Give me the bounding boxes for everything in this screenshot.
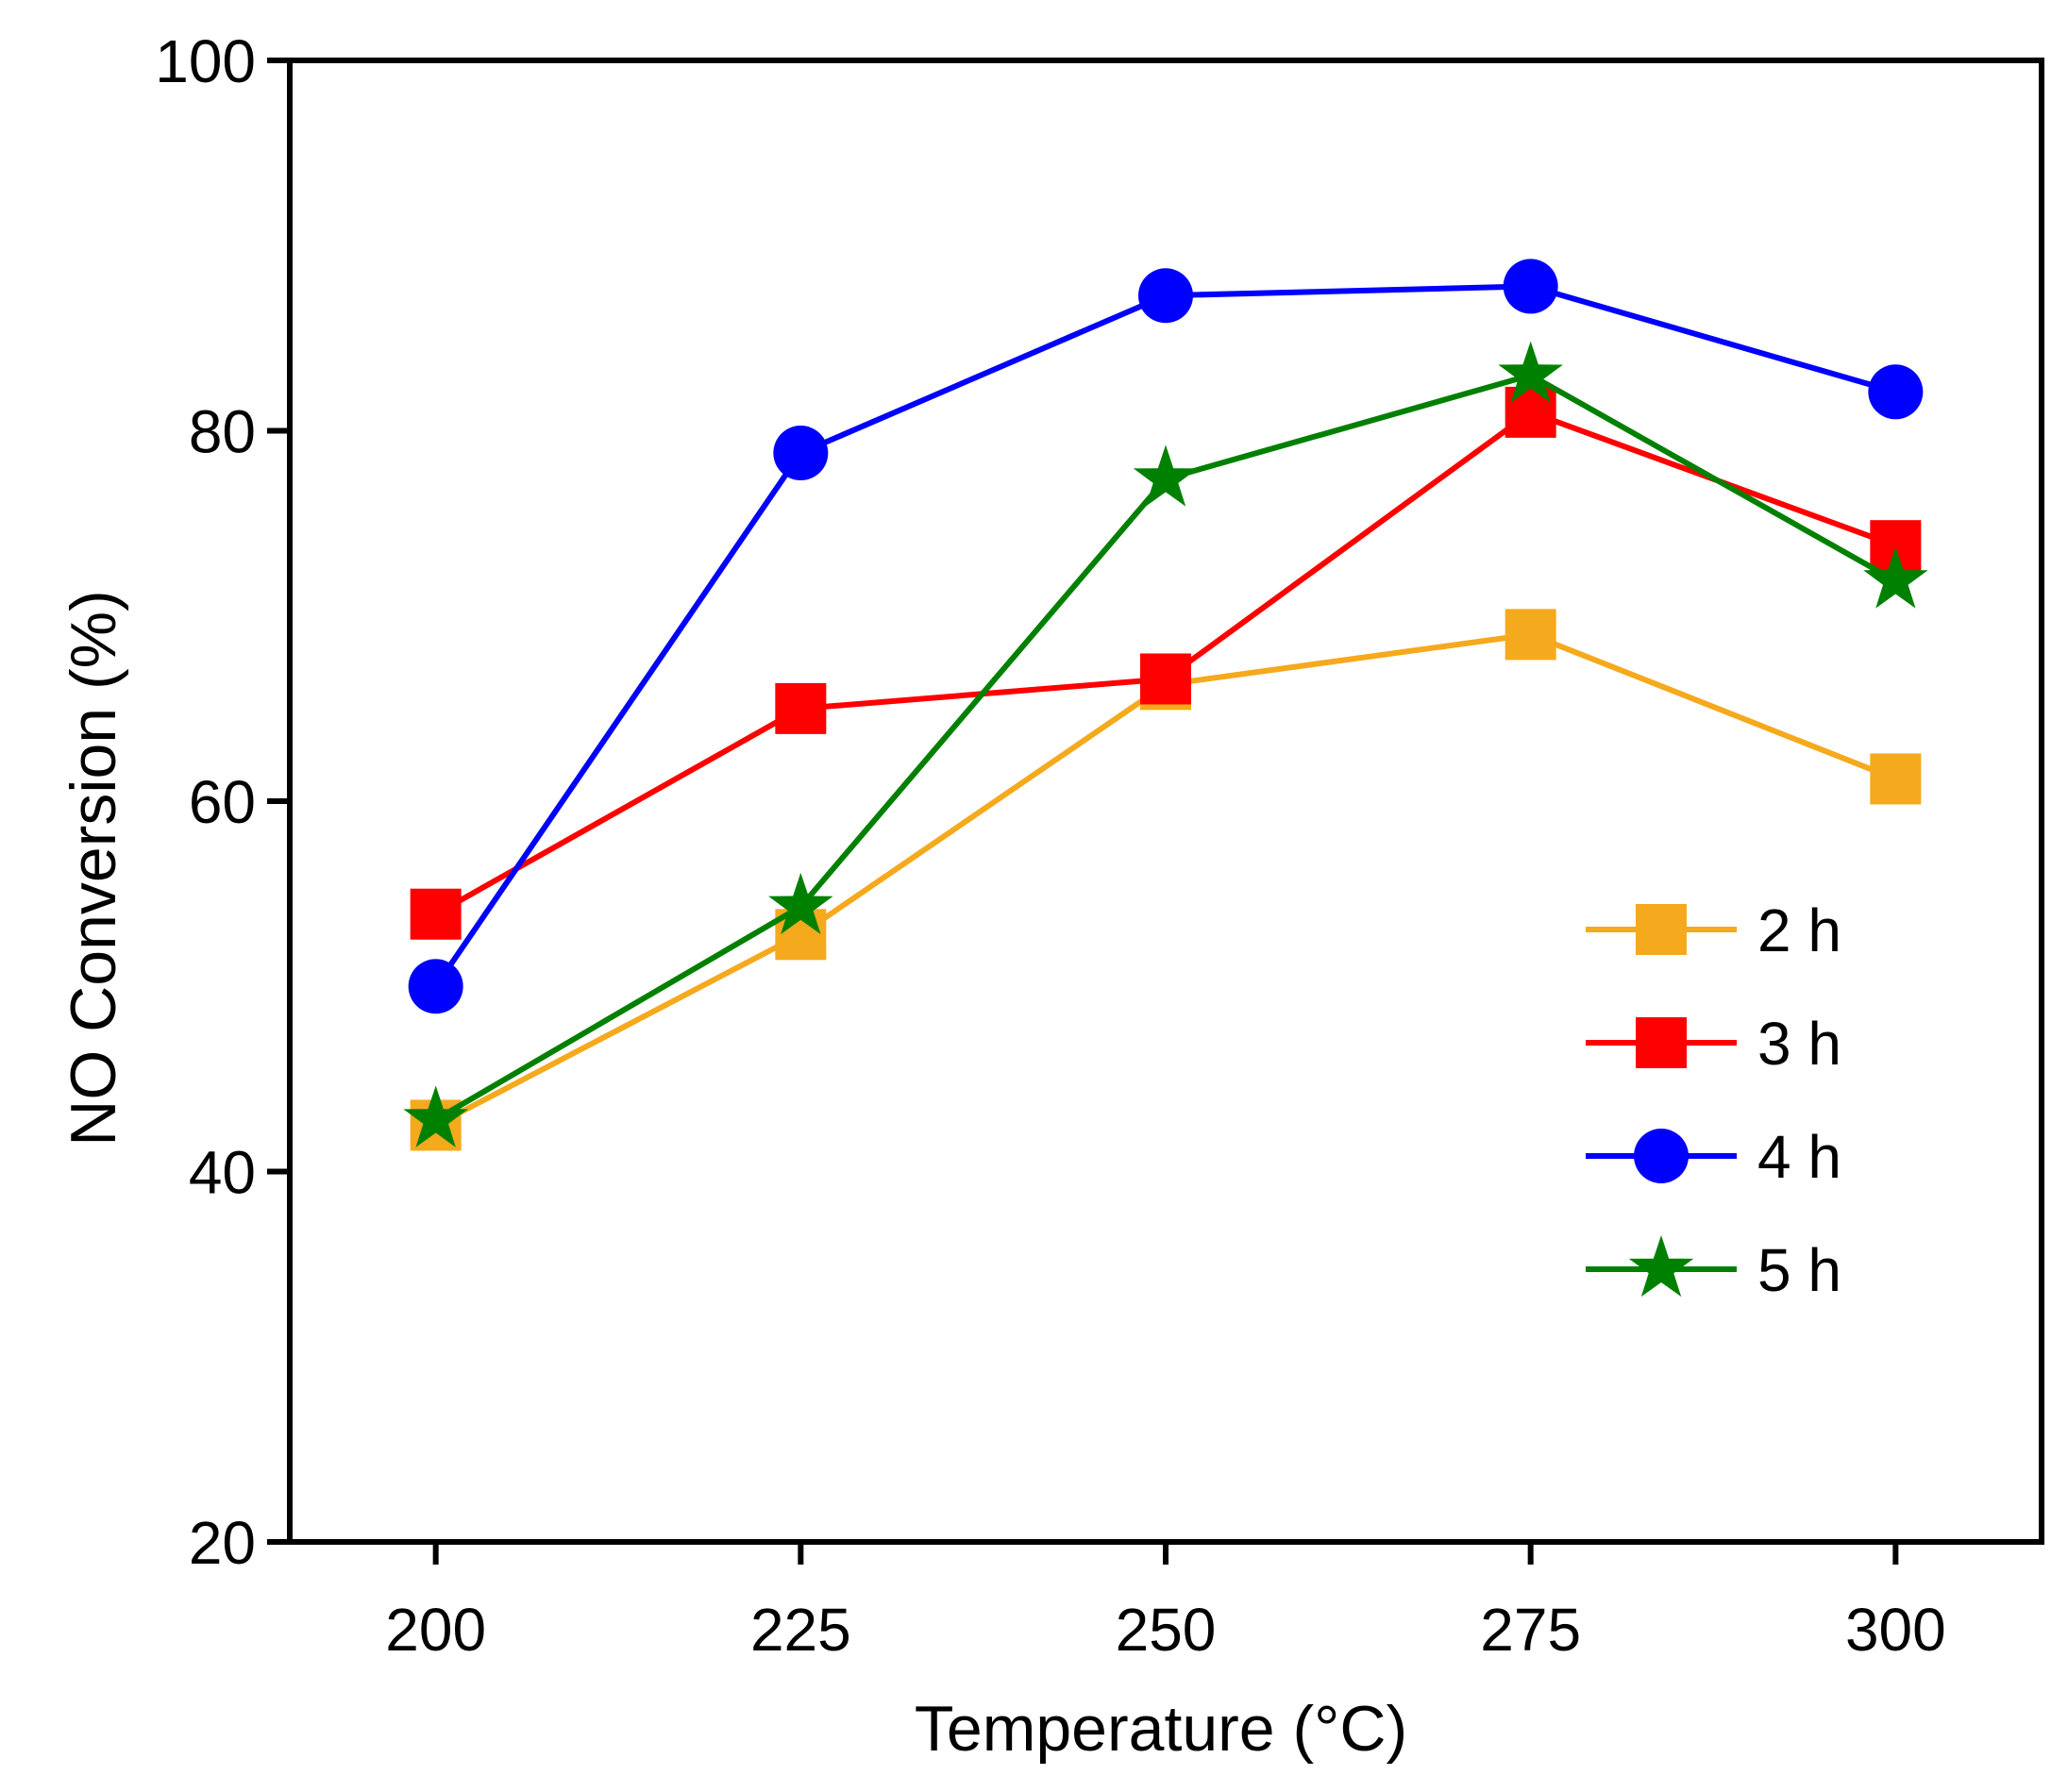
series-line [433, 283, 1897, 988]
y-axis-title: NO Conversion (%) [58, 590, 129, 1147]
data-point [1505, 609, 1556, 661]
data-point [1868, 364, 1924, 420]
legend-marker [1634, 1129, 1689, 1183]
x-tick-label: 300 [1845, 1596, 1946, 1664]
x-tick-label: 225 [750, 1596, 851, 1664]
data-point [775, 682, 827, 734]
data-point [1870, 753, 1922, 805]
data-point [1505, 386, 1556, 438]
y-tick-label: 100 [155, 27, 256, 95]
legend-item: 4 h [1586, 1123, 1841, 1191]
data-point [1503, 259, 1558, 314]
x-axis-title: Temperature (°C) [915, 1693, 1407, 1765]
legend-marker [1628, 1235, 1694, 1298]
y-tick-label: 80 [189, 398, 256, 466]
axes [267, 58, 2044, 1565]
x-tick-label: 275 [1480, 1596, 1581, 1664]
y-tick-label: 20 [189, 1509, 256, 1577]
legend-item: 5 h [1586, 1235, 1841, 1304]
legend: 2 h 3 h 4 h 5 h [1586, 896, 1841, 1304]
series-3h [410, 386, 1922, 940]
data-point [1863, 546, 1928, 609]
series-group [403, 259, 1928, 1151]
data-point [403, 1085, 468, 1147]
tick-labels: 200 225 250 275 300 20 40 60 80 100 [155, 27, 1946, 1664]
data-point [410, 888, 462, 940]
x-tick-label: 250 [1116, 1596, 1217, 1664]
legend-item: 2 h [1586, 896, 1841, 964]
x-tick-label: 200 [385, 1596, 486, 1664]
legend-marker [1636, 904, 1687, 955]
legend-label: 3 h [1757, 1010, 1841, 1078]
series-4h [408, 259, 1924, 1014]
series-5h [403, 341, 1928, 1147]
data-point [1133, 444, 1199, 507]
legend-marker [1636, 1017, 1687, 1068]
legend-label: 4 h [1757, 1123, 1841, 1191]
data-point [1498, 341, 1563, 403]
data-point [1138, 268, 1193, 324]
legend-item: 3 h [1586, 1010, 1841, 1078]
data-point [1140, 653, 1191, 705]
legend-label: 2 h [1757, 896, 1841, 964]
data-point [408, 959, 463, 1014]
y-tick-label: 40 [189, 1139, 256, 1207]
data-point [773, 426, 829, 481]
data-point [768, 872, 833, 934]
legend-label: 5 h [1757, 1236, 1841, 1304]
y-tick-label: 60 [189, 768, 256, 836]
